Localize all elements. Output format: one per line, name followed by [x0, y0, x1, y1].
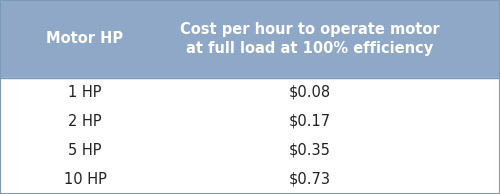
Text: $0.17: $0.17 [289, 114, 331, 129]
Text: Cost per hour to operate motor
at full load at 100% efficiency: Cost per hour to operate motor at full l… [180, 22, 440, 56]
Text: 2 HP: 2 HP [68, 114, 102, 129]
Text: 1 HP: 1 HP [68, 85, 102, 100]
Text: $0.35: $0.35 [289, 143, 331, 158]
Text: Motor HP: Motor HP [46, 31, 124, 46]
Text: $0.73: $0.73 [289, 172, 331, 187]
Text: $0.08: $0.08 [289, 85, 331, 100]
Text: 10 HP: 10 HP [64, 172, 106, 187]
Text: 5 HP: 5 HP [68, 143, 102, 158]
Bar [0, 0, 500, 78]
Bar [0, 78, 500, 194]
